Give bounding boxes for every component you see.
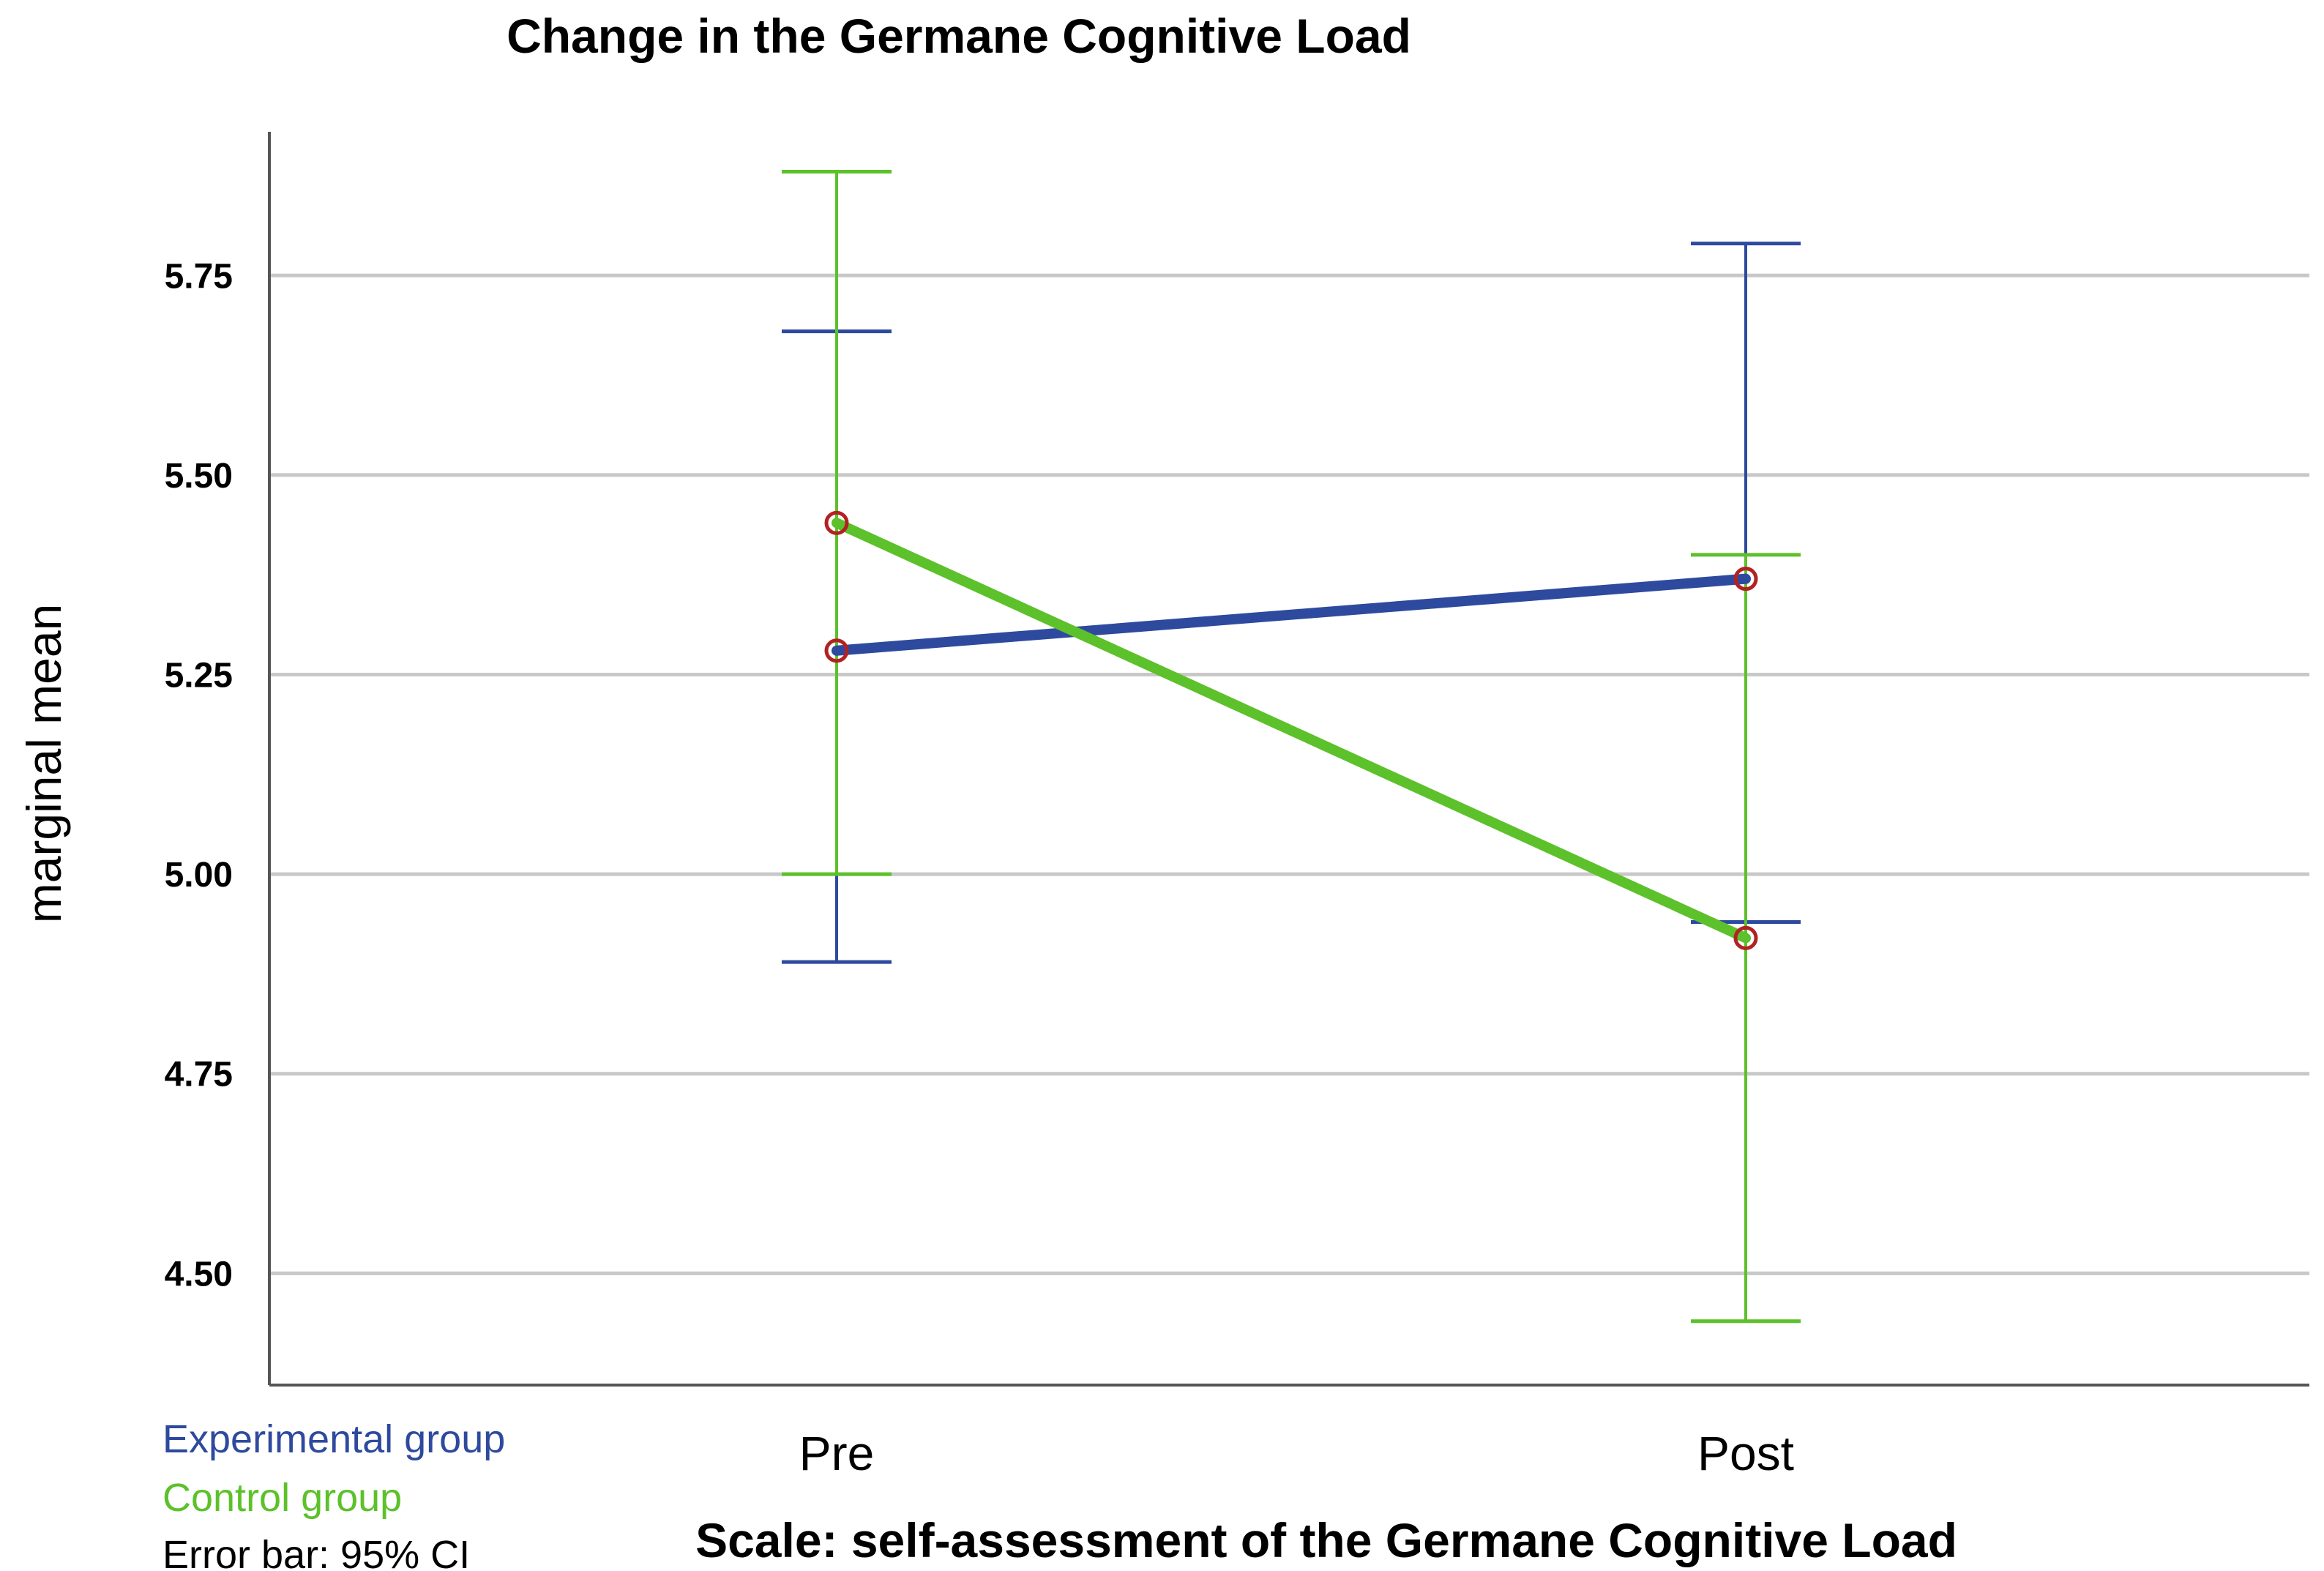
data-point bbox=[1733, 925, 1758, 950]
chart-title: Change in the Germane Cognitive Load bbox=[507, 9, 1411, 63]
error-bars bbox=[782, 170, 1801, 1324]
y-axis-label: marginal mean bbox=[17, 604, 71, 924]
legend-control: Control group bbox=[162, 1476, 402, 1520]
series-lines bbox=[832, 518, 1751, 944]
x-tick-label: Post bbox=[1697, 1426, 1794, 1480]
error-bar-note: Error bar: 95% CI bbox=[162, 1533, 470, 1571]
y-tick-label: 5.00 bbox=[165, 856, 233, 895]
series-line bbox=[832, 518, 1751, 944]
data-points bbox=[824, 510, 1758, 950]
y-tick-label: 5.50 bbox=[165, 457, 233, 496]
y-tick-label: 5.25 bbox=[165, 657, 233, 695]
legend-experimental: Experimental group bbox=[162, 1417, 505, 1461]
y-tick-label: 4.50 bbox=[165, 1255, 233, 1294]
data-point bbox=[824, 638, 849, 663]
y-tick-label: 5.75 bbox=[165, 257, 233, 296]
gridlines bbox=[269, 273, 2309, 1275]
data-point bbox=[1733, 567, 1758, 592]
axes bbox=[268, 132, 2309, 1387]
series-line bbox=[832, 573, 1751, 656]
data-point bbox=[824, 510, 849, 535]
y-tick-label: 4.75 bbox=[165, 1056, 233, 1094]
x-tick-label: Pre bbox=[799, 1426, 875, 1480]
x-axis-label: Scale: self-assessment of the Germane Co… bbox=[695, 1513, 1957, 1567]
x-tick-labels: Pre Post bbox=[799, 1426, 1794, 1480]
y-tick-labels: 4.50 4.75 5.00 5.25 5.50 5.75 bbox=[165, 257, 233, 1294]
